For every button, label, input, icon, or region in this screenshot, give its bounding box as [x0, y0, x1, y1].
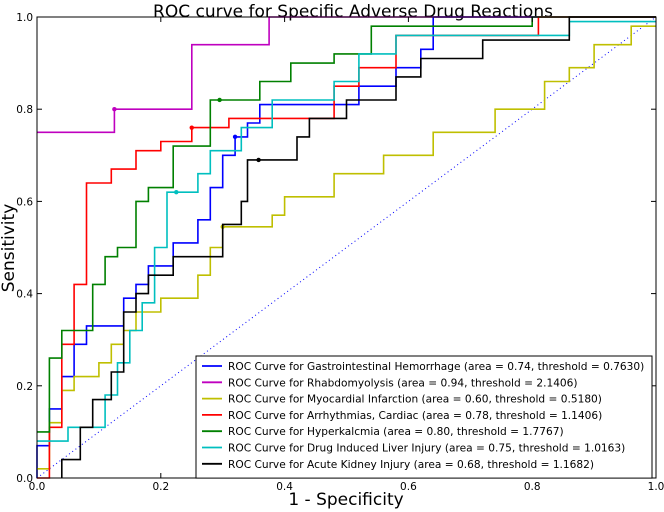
series-line-4 [37, 16, 656, 479]
y-tick-label-1: 0.2 [16, 381, 33, 393]
x-tick-label-5: 1.0 [648, 481, 664, 493]
y-tick-label-3: 0.6 [16, 196, 33, 208]
threshold-point-4 [189, 125, 194, 130]
threshold-point-7 [256, 157, 261, 163]
legend-label-3: ROC Curve for Myocardial Infarction (are… [228, 394, 602, 406]
chart-title: ROC curve for Specific Adverse Drug Reac… [153, 2, 553, 22]
legend-label-5: ROC Curve for Hyperkalcmia (area = 0.80,… [228, 426, 564, 438]
series-line-5 [37, 16, 656, 433]
threshold-point-1 [232, 134, 238, 140]
legend-label-6: ROC Curve for Drug Induced Liver Injury … [228, 443, 625, 455]
y-tick-label-4: 0.8 [16, 104, 33, 116]
legend-label-1: ROC Curve for Gastrointestinal Hemorrhag… [228, 361, 644, 373]
legend-box [195, 355, 653, 479]
x-axis-label: 1 - Specificity [288, 490, 403, 510]
x-tick-label-1: 0.2 [152, 481, 169, 493]
legend-label-4: ROC Curve for Arrhythmias, Cardiac (area… [228, 410, 602, 422]
y-tick-label-0: 0.0 [16, 473, 33, 485]
threshold-point-6 [174, 189, 179, 195]
diagonal-reference-line [36, 16, 657, 479]
threshold-point-5 [217, 97, 222, 103]
y-tick-label-2: 0.4 [16, 289, 33, 301]
series-line-1 [36, 16, 656, 478]
series-line-7 [61, 16, 656, 478]
series-line-6 [37, 20, 656, 442]
y-tick-label-5: 1.0 [16, 12, 33, 24]
legend-label-7: ROC Curve for Acute Kidney Injury (area … [228, 459, 594, 471]
x-tick-label-3: 0.6 [400, 481, 417, 493]
legend-label-2: ROC Curve for Rhabdomyolysis (area = 0.9… [228, 377, 578, 389]
x-tick-label-4: 0.8 [524, 481, 541, 493]
legend: ROC Curve for Gastrointestinal Hemorrhag… [195, 355, 653, 479]
threshold-point-2 [112, 107, 117, 112]
y-axis-label: Sensitivity [0, 204, 19, 293]
x-tick-label-2: 0.4 [276, 481, 293, 493]
series-line-2 [37, 16, 656, 134]
x-tick-label-0: 0.0 [29, 481, 46, 493]
plot-area [36, 16, 657, 479]
